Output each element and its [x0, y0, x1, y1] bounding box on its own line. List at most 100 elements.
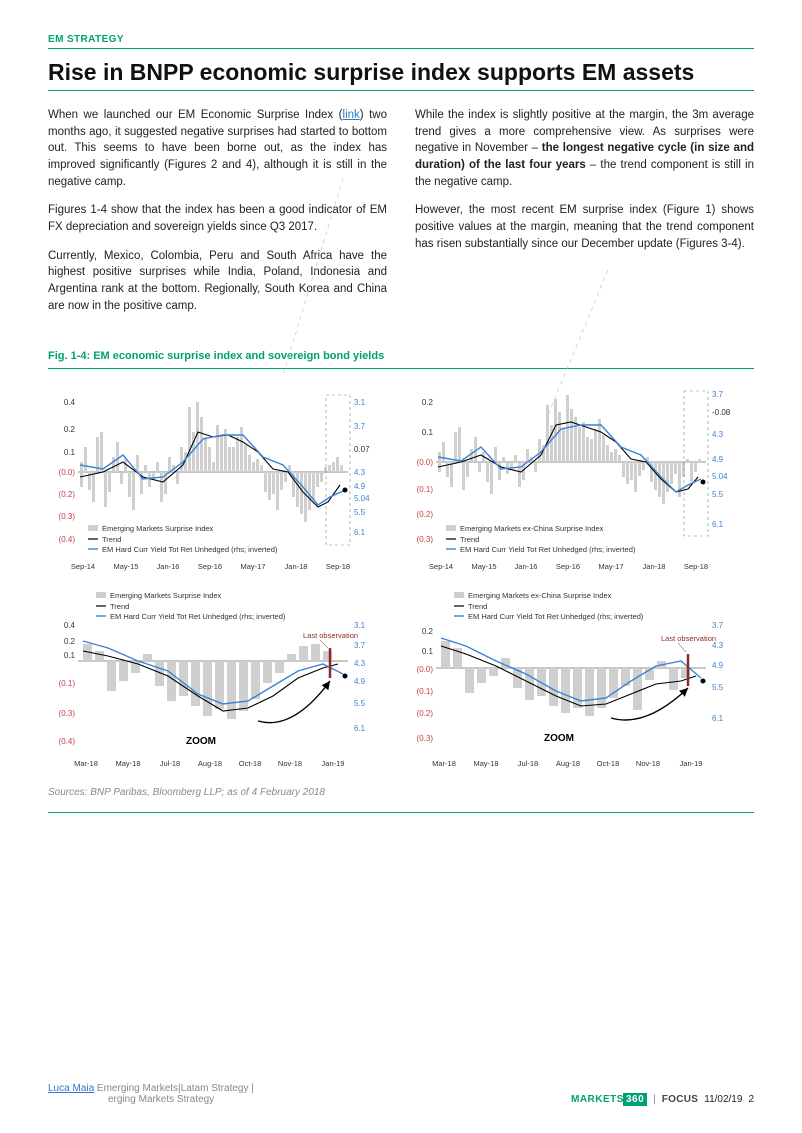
- svg-text:May-15: May-15: [471, 562, 496, 571]
- footer-author: Luca Maia Emerging Markets|Latam Strateg…: [48, 1083, 254, 1105]
- svg-text:Jul-18: Jul-18: [518, 759, 538, 768]
- svg-text:6.1: 6.1: [712, 714, 724, 723]
- svg-text:(0.2): (0.2): [59, 490, 76, 499]
- svg-text:May-18: May-18: [473, 759, 498, 768]
- svg-text:Aug-18: Aug-18: [198, 759, 222, 768]
- svg-text:0.1: 0.1: [64, 651, 76, 660]
- svg-text:0.4: 0.4: [64, 398, 76, 407]
- svg-text:Jan-16: Jan-16: [515, 562, 538, 571]
- svg-text:3.1: 3.1: [354, 621, 366, 630]
- svg-text:Nov-18: Nov-18: [636, 759, 660, 768]
- divider: [48, 48, 754, 49]
- svg-text:Oct-18: Oct-18: [239, 759, 262, 768]
- svg-text:4.3: 4.3: [354, 659, 366, 668]
- svg-text:EM Hard Curr Yield Tot Ret Unh: EM Hard Curr Yield Tot Ret Unhedged (rhs…: [110, 612, 286, 621]
- svg-text:Trend: Trend: [102, 535, 121, 544]
- page-footer: Luca Maia Emerging Markets|Latam Strateg…: [48, 1083, 754, 1105]
- author-role: Emerging Markets|Latam Strategy |: [97, 1083, 254, 1094]
- header-tag: EM STRATEGY: [48, 34, 754, 45]
- divider: [48, 90, 754, 91]
- author-role: erging Markets Strategy: [108, 1094, 214, 1105]
- svg-text:Jul-18: Jul-18: [160, 759, 180, 768]
- column-left: When we launched our EM Economic Surpris…: [48, 107, 387, 326]
- svg-text:ZOOM: ZOOM: [544, 733, 574, 744]
- svg-text:6.1: 6.1: [712, 520, 724, 529]
- chart-2: 0.20.1 (0.0)(0.1)(0.2)(0.3) 3.7 -0.08 4.…: [406, 377, 754, 582]
- svg-text:Emerging Markets ex-China Surp: Emerging Markets ex-China Surprise Index: [468, 591, 612, 600]
- svg-text:0.1: 0.1: [422, 428, 434, 437]
- svg-text:3.7: 3.7: [712, 621, 724, 630]
- footer-date: 11/02/19: [704, 1094, 742, 1105]
- svg-text:Sep-18: Sep-18: [326, 562, 350, 571]
- body-columns: When we launched our EM Economic Surpris…: [48, 107, 754, 326]
- svg-text:0.4: 0.4: [64, 621, 76, 630]
- svg-text:Trend: Trend: [468, 602, 487, 611]
- svg-text:5.04: 5.04: [354, 494, 370, 503]
- svg-text:ZOOM: ZOOM: [186, 736, 216, 747]
- svg-text:Jan-18: Jan-18: [643, 562, 666, 571]
- svg-text:5.5: 5.5: [712, 683, 724, 692]
- svg-text:Mar-18: Mar-18: [74, 759, 98, 768]
- svg-text:6.1: 6.1: [354, 528, 366, 537]
- svg-text:5.5: 5.5: [712, 490, 724, 499]
- svg-text:4.3: 4.3: [712, 641, 724, 650]
- svg-text:(0.1): (0.1): [417, 687, 434, 696]
- chart-4: Emerging Markets ex-China Surprise Index…: [406, 586, 754, 781]
- text: When we launched our EM Economic Surpris…: [48, 109, 343, 121]
- svg-text:4.9: 4.9: [712, 661, 724, 670]
- svg-text:0.2: 0.2: [64, 425, 76, 434]
- svg-text:(0.0): (0.0): [59, 468, 76, 477]
- svg-text:Sep-18: Sep-18: [684, 562, 708, 571]
- charts-grid: 0.40.20.1 (0.0)(0.2)(0.3)(0.4) 3.13.7 0.…: [48, 377, 754, 781]
- svg-text:May-18: May-18: [115, 759, 140, 768]
- svg-text:4.9: 4.9: [354, 677, 366, 686]
- column-right: While the index is slightly positive at …: [415, 107, 754, 326]
- svg-text:(0.0): (0.0): [417, 458, 434, 467]
- chart-3: Emerging Markets Surprise Index Trend EM…: [48, 586, 396, 781]
- svg-text:(0.3): (0.3): [417, 734, 434, 743]
- brand-logo: MARKETS360: [571, 1094, 647, 1105]
- svg-text:May-15: May-15: [113, 562, 138, 571]
- author-name: Luca Maia: [48, 1083, 94, 1094]
- svg-text:Emerging Markets Surprise Inde: Emerging Markets Surprise Index: [110, 591, 222, 600]
- svg-text:0.2: 0.2: [422, 627, 434, 636]
- svg-text:(0.3): (0.3): [59, 709, 76, 718]
- paragraph: Currently, Mexico, Colombia, Peru and So…: [48, 248, 387, 315]
- paragraph: When we launched our EM Economic Surpris…: [48, 107, 387, 190]
- paragraph: While the index is slightly positive at …: [415, 107, 754, 190]
- svg-text:3.7: 3.7: [354, 641, 366, 650]
- svg-text:0.2: 0.2: [64, 637, 76, 646]
- svg-text:5.5: 5.5: [354, 699, 366, 708]
- svg-text:4.3: 4.3: [354, 468, 366, 477]
- svg-text:(0.1): (0.1): [417, 485, 434, 494]
- svg-text:Emerging Markets ex-China Surp: Emerging Markets ex-China Surprise Index: [460, 524, 604, 533]
- figure-label: Fig. 1-4: EM economic surprise index and…: [48, 350, 754, 362]
- svg-text:Jan-19: Jan-19: [322, 759, 345, 768]
- footer-brand: MARKETS360 | FOCUS 11/02/19 2: [571, 1094, 754, 1105]
- svg-text:-0.08: -0.08: [712, 408, 731, 417]
- svg-text:6.1: 6.1: [354, 724, 366, 733]
- svg-text:(0.3): (0.3): [417, 535, 434, 544]
- svg-text:Oct-18: Oct-18: [597, 759, 620, 768]
- svg-text:4.9: 4.9: [354, 482, 366, 491]
- svg-text:5.5: 5.5: [354, 508, 366, 517]
- svg-text:(0.3): (0.3): [59, 512, 76, 521]
- svg-text:(0.2): (0.2): [417, 510, 434, 519]
- svg-text:EM Hard Curr Yield Tot Ret Unh: EM Hard Curr Yield Tot Ret Unhedged (rhs…: [460, 545, 636, 554]
- paragraph: However, the most recent EM surprise ind…: [415, 202, 754, 252]
- svg-text:4.3: 4.3: [712, 430, 724, 439]
- svg-text:May-17: May-17: [598, 562, 623, 571]
- svg-text:Sep-14: Sep-14: [71, 562, 95, 571]
- link[interactable]: link: [343, 109, 360, 121]
- svg-text:EM Hard Curr Yield Tot Ret Unh: EM Hard Curr Yield Tot Ret Unhedged (rhs…: [102, 545, 278, 554]
- svg-text:Trend: Trend: [110, 602, 129, 611]
- page-title: Rise in BNPP economic surprise index sup…: [48, 59, 754, 86]
- svg-text:3.1: 3.1: [354, 398, 366, 407]
- svg-text:0.2: 0.2: [422, 398, 434, 407]
- svg-text:3.7: 3.7: [354, 422, 366, 431]
- svg-text:0.1: 0.1: [422, 647, 434, 656]
- svg-text:Sep-16: Sep-16: [198, 562, 222, 571]
- paragraph: Figures 1-4 show that the index has been…: [48, 202, 387, 235]
- divider: [48, 812, 754, 813]
- svg-text:Jan-19: Jan-19: [680, 759, 703, 768]
